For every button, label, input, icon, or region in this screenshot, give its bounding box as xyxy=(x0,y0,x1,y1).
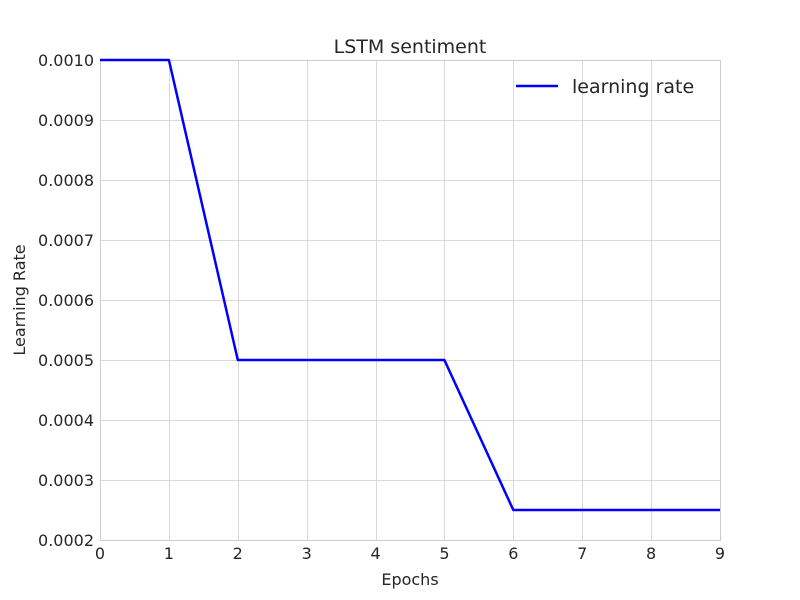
y-tick-label: 0.0010 xyxy=(38,51,94,70)
x-tick-label: 6 xyxy=(508,544,518,563)
legend: learning rate xyxy=(516,76,694,98)
y-tick-label: 0.0007 xyxy=(38,231,94,250)
x-tick-label: 9 xyxy=(715,544,725,563)
x-tick-label: 8 xyxy=(646,544,656,563)
x-tick-label: 2 xyxy=(233,544,243,563)
y-tick-label: 0.0009 xyxy=(38,111,94,130)
series-layer xyxy=(100,58,720,512)
y-tick-label: 0.0002 xyxy=(38,531,94,550)
y-tick-label: 0.0008 xyxy=(38,171,94,190)
x-tick-label: 3 xyxy=(302,544,312,563)
x-tick-labels: 0 1 2 3 4 5 6 7 8 9 xyxy=(95,544,725,563)
plot-frame xyxy=(100,60,721,541)
x-tick-label: 5 xyxy=(439,544,449,563)
series-line xyxy=(100,58,720,512)
y-tick-label: 0.0004 xyxy=(38,411,94,430)
y-tick-label: 0.0006 xyxy=(38,291,94,310)
x-tick-label: 7 xyxy=(577,544,587,563)
x-axis-label: Epochs xyxy=(381,570,438,589)
y-tick-labels: 0.0002 0.0003 0.0004 0.0005 0.0006 0.0007 0.00… xyxy=(38,51,94,550)
chart-title: LSTM sentiment xyxy=(334,36,487,58)
x-tick-label: 4 xyxy=(370,544,380,563)
x-tick-label: 1 xyxy=(164,544,174,563)
x-tick-label: 0 xyxy=(95,544,105,563)
y-axis-label: Learning Rate xyxy=(10,244,29,355)
y-tick-label: 0.0005 xyxy=(38,351,94,370)
legend-label: learning rate xyxy=(572,76,694,98)
y-tick-label: 0.0003 xyxy=(38,471,94,490)
